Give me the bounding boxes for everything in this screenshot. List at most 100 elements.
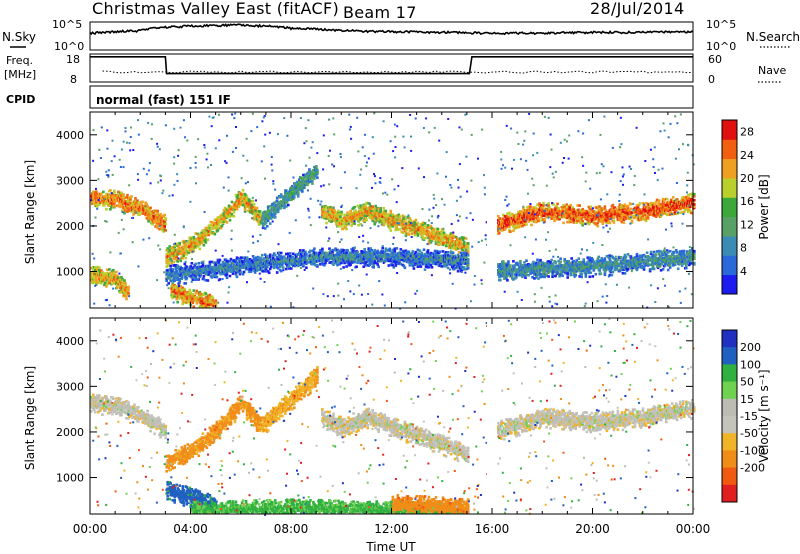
heatmap-cell	[521, 214, 524, 217]
heatmap-cell	[328, 209, 331, 212]
heatmap-cell	[96, 268, 99, 271]
heatmap-cell	[108, 281, 111, 285]
heatmap-cell	[638, 216, 642, 220]
heatmap-cell	[541, 206, 544, 209]
heatmap-cell	[685, 206, 688, 209]
heatmap-cell	[294, 257, 297, 261]
heatmap-cell	[693, 203, 696, 206]
heatmap-cell	[107, 280, 110, 283]
heatmap-cell	[380, 258, 383, 261]
heatmap-cell	[622, 213, 626, 216]
heatmap-cell	[448, 240, 452, 243]
heatmap-cell	[138, 201, 141, 204]
heatmap-cell	[269, 217, 273, 220]
heatmap-cell	[365, 263, 368, 267]
heatmap-cell	[412, 261, 416, 264]
heatmap-cell	[167, 258, 170, 262]
heatmap-cell	[297, 184, 300, 187]
heatmap-cell	[109, 189, 112, 192]
heatmap-cell	[597, 219, 601, 223]
heatmap-cell	[392, 260, 396, 263]
heatmap-cell	[393, 247, 397, 251]
heatmap-cell	[356, 204, 359, 208]
heatmap-cell	[410, 262, 414, 266]
heatmap-cell	[357, 217, 360, 220]
heatmap-cell	[251, 265, 255, 269]
heatmap-cell	[292, 255, 295, 259]
heatmap-cell	[624, 217, 628, 220]
heatmap-cell	[416, 234, 420, 237]
heatmap-cell	[330, 220, 333, 223]
heatmap-cell	[169, 279, 172, 283]
heatmap-cell	[384, 209, 388, 213]
heatmap-cell	[438, 242, 442, 246]
heatmap-cell	[345, 227, 348, 231]
heatmap-cell	[618, 203, 622, 206]
heatmap-cell	[126, 290, 129, 293]
heatmap-cell	[279, 251, 283, 255]
heatmap-cell	[444, 233, 448, 237]
heatmap-cell	[353, 222, 356, 225]
freq-left-tick-top: 18	[66, 53, 80, 66]
heatmap-cell	[342, 222, 345, 225]
heatmap-cell	[149, 206, 152, 210]
heatmap-cell	[389, 257, 393, 260]
heatmap-cell	[440, 254, 444, 258]
heatmap-cell	[580, 221, 583, 225]
heatmap-cell	[261, 222, 265, 225]
heatmap-cell	[308, 168, 311, 171]
heatmap-cell	[92, 269, 95, 272]
heatmap-cell	[230, 214, 234, 218]
heatmap-cell	[292, 252, 295, 256]
heatmap-cell	[311, 182, 314, 185]
heatmap-cell	[654, 200, 658, 204]
heatmap-cell	[377, 207, 380, 211]
heatmap-cell	[688, 208, 691, 211]
heatmap-cell	[315, 165, 318, 168]
heatmap-cell	[388, 247, 392, 251]
heatmap-cell	[650, 212, 654, 216]
heatmap-cell	[260, 253, 264, 257]
heatmap-cell	[422, 228, 426, 231]
heatmap-cell	[423, 268, 427, 271]
heatmap-cell	[521, 224, 524, 228]
heatmap-cell	[273, 262, 277, 265]
heatmap-cell	[657, 203, 661, 206]
heatmap-cell	[110, 194, 113, 197]
heatmap-cell	[306, 180, 309, 183]
heatmap-cell	[183, 287, 187, 291]
heatmap-cell	[522, 207, 525, 210]
heatmap-cell	[397, 213, 401, 217]
heatmap-cell	[254, 211, 258, 215]
heatmap-cell	[502, 217, 505, 221]
heatmap-cell	[113, 272, 116, 275]
heatmap-cell	[217, 262, 221, 266]
nsky-series-line	[89, 23, 694, 36]
heatmap-cell	[693, 198, 696, 202]
nsky-panel: N.Sky 10^5 10^0 10^5 10^0 N.Search	[2, 18, 800, 53]
heatmap-cell	[433, 249, 437, 253]
heatmap-cell	[313, 247, 316, 250]
heatmap-cell	[332, 259, 335, 263]
heatmap-cell	[376, 253, 379, 257]
heatmap-cell	[106, 282, 109, 286]
heatmap-cell	[408, 217, 412, 220]
heatmap-cell	[368, 202, 371, 206]
heatmap-cell	[499, 278, 502, 282]
heatmap-cell	[174, 257, 177, 260]
heatmap-cell	[256, 264, 260, 268]
heatmap-cell	[605, 211, 609, 214]
heatmap-cell	[499, 229, 502, 232]
heatmap-cell	[352, 249, 355, 253]
heatmap-cell	[112, 193, 115, 197]
heatmap-cell	[213, 261, 217, 265]
heatmap-cell	[213, 218, 217, 222]
heatmap-cell	[518, 217, 521, 221]
heatmap-cell	[360, 216, 363, 220]
heatmap-cell	[181, 268, 185, 271]
heatmap-cell	[617, 216, 621, 219]
heatmap-cell	[119, 291, 122, 294]
heatmap-cell	[334, 247, 337, 250]
heatmap-cell	[239, 203, 243, 206]
heatmap-cell	[570, 219, 573, 222]
